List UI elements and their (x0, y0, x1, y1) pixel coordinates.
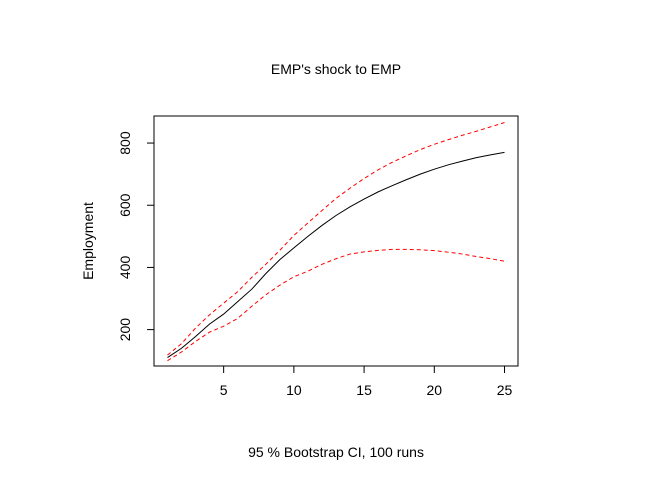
x-tick-label: 10 (286, 382, 302, 398)
y-axis-label: Employment (80, 202, 96, 280)
series-layer (167, 122, 505, 362)
response-line (167, 151, 505, 359)
chart-title: EMP's shock to EMP (271, 61, 401, 77)
x-axis-label: 95 % Bootstrap CI, 100 runs (248, 444, 424, 460)
y-tick-label: 200 (117, 318, 133, 342)
x-axis: 5 10 15 20 25 (220, 366, 513, 398)
x-tick-label: 20 (427, 382, 443, 398)
x-tick-label: 15 (356, 382, 372, 398)
y-tick-label: 800 (117, 131, 133, 155)
y-tick-label: 400 (117, 256, 133, 280)
lower-ci-line (167, 248, 505, 362)
y-tick-label: 600 (117, 193, 133, 217)
plot-frame (153, 115, 519, 367)
y-axis: 200 400 600 800 (117, 131, 154, 341)
upper-ci-line (167, 122, 505, 356)
x-tick-label: 25 (497, 382, 513, 398)
x-tick-label: 5 (220, 382, 228, 398)
